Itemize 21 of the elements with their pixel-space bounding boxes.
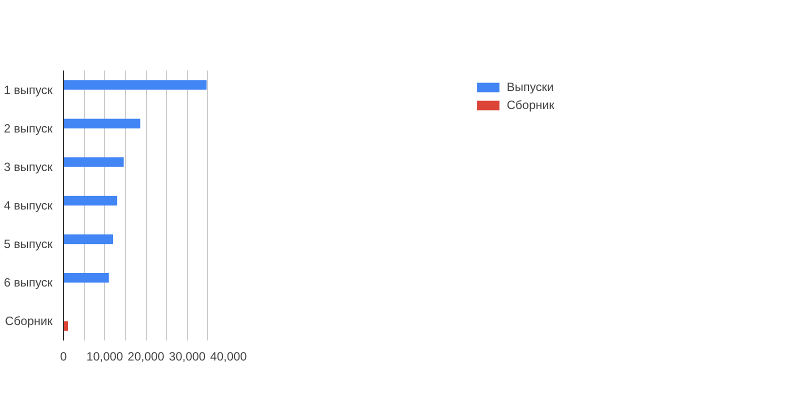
x-tick-label: 40,000 bbox=[210, 350, 248, 364]
y-tick-label: 1 выпуск bbox=[4, 82, 54, 97]
bar bbox=[64, 118, 140, 128]
y-tick-label: Сборник bbox=[5, 314, 54, 328]
y-tick-label: 4 выпуск bbox=[4, 198, 54, 212]
y-tick-label: 3 выпуск bbox=[4, 160, 54, 174]
bar bbox=[64, 80, 207, 90]
x-tick-label: 20,000 bbox=[128, 350, 165, 364]
y-tick-label: 6 выпуск bbox=[4, 276, 54, 290]
bar bbox=[64, 196, 118, 206]
y-tick-label: 5 выпуск bbox=[4, 237, 54, 252]
y-tick-label: 2 выпуск bbox=[4, 121, 54, 136]
bar bbox=[64, 234, 113, 244]
x-tick-label: 30,000 bbox=[168, 350, 206, 364]
text: 10,000 bbox=[86, 350, 124, 364]
x-tick-label: 0 bbox=[60, 350, 68, 364]
legend-label: Выпуски bbox=[506, 80, 554, 94]
legend-label: Сборник bbox=[506, 98, 554, 112]
bar bbox=[64, 157, 124, 167]
bar bbox=[64, 321, 68, 331]
bar bbox=[64, 273, 109, 283]
